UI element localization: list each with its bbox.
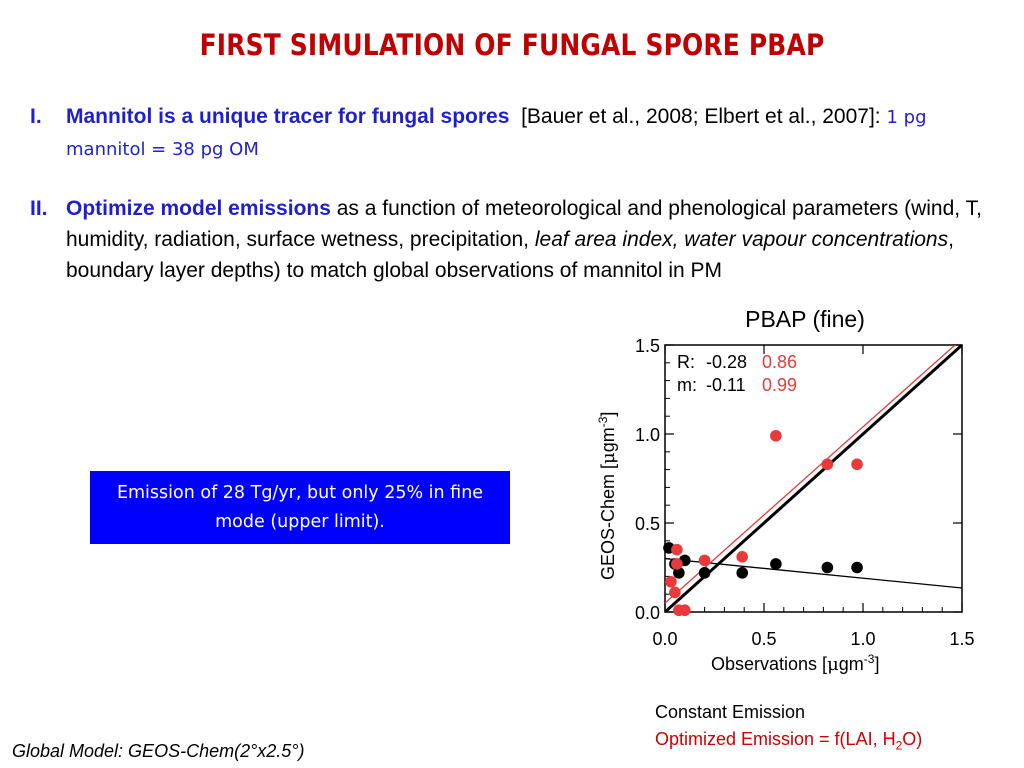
- optimized-point: [821, 458, 834, 471]
- optimized-point: [671, 558, 683, 570]
- page-title: FIRST SIMULATION OF FUNGAL SPORE PBAP: [199, 28, 825, 62]
- y-tick-label: 0.0: [635, 603, 660, 623]
- x-tick-label: 1.5: [949, 629, 974, 649]
- legend: Constant Emission Optimized Emission = f…: [655, 699, 922, 760]
- constant-point: [851, 561, 863, 574]
- bullet-2-text-1: as a function of meteorological and phen…: [66, 197, 982, 251]
- legend-optimized-sub: 2: [895, 738, 903, 753]
- constant-point: [698, 567, 711, 579]
- stat-r-label: R:: [677, 352, 695, 372]
- y-tick-label: 0.5: [635, 514, 660, 534]
- bullet-2-lead: Optimize model emissions: [66, 197, 331, 220]
- optimized-point: [669, 586, 681, 599]
- legend-optimized-suffix: O): [902, 729, 923, 749]
- bullet-2-text-2: , boundary layer depths) to match global…: [66, 228, 954, 282]
- constant-fit-line: [665, 557, 962, 589]
- y-axis-label: GEOS-Chem [μgm-3]: [596, 412, 619, 580]
- svg-text:Observations [μgm-3]: Observations [μgm-3]: [711, 652, 879, 675]
- constant-point: [673, 567, 685, 579]
- constant-point: [736, 567, 749, 579]
- bullet-2-body: Optimize model emissions as a function o…: [66, 193, 991, 286]
- x-tick-label: 1.0: [850, 629, 875, 649]
- optimized-point: [851, 458, 863, 471]
- y-tick-label: 1.5: [635, 336, 660, 356]
- bullet-2-number: II.: [30, 197, 48, 220]
- optimized-point: [736, 551, 749, 563]
- bullet-1-text: [Bauer et al., 2008; Elbert et al., 2007…: [521, 105, 881, 128]
- constant-point: [770, 558, 782, 570]
- x-axis-label: Observations [μgm-3]: [711, 652, 879, 675]
- stat-m-label: m:: [677, 375, 697, 395]
- emission-callout: Emission of 28 Tg/yr, but only 25% in fi…: [90, 471, 510, 544]
- y-tick-label: 1.0: [635, 425, 660, 445]
- legend-constant: Constant Emission: [655, 702, 806, 722]
- bullet-1-lead: Mannitol is a unique tracer for fungal s…: [66, 105, 510, 128]
- chart-title: PBAP (fine): [745, 306, 865, 332]
- bullet-2-italic: leaf area index, water vapour concentrat…: [534, 228, 949, 251]
- bullet-1-body: Mannitol is a unique tracer for fungal s…: [66, 101, 996, 165]
- optimized-fit-line: [665, 345, 956, 604]
- stat-m-constant: -0.11: [706, 375, 746, 395]
- stat-r-constant: -0.28: [706, 352, 747, 372]
- optimized-point: [770, 429, 782, 442]
- optimized-point: [665, 575, 677, 588]
- legend-optimized: Optimized Emission = f(LAI, H2O): [655, 726, 922, 760]
- optimized-point: [698, 554, 711, 567]
- optimized-point: [679, 604, 691, 617]
- constant-point: [821, 561, 834, 574]
- one-to-one-line: [665, 345, 962, 612]
- plot-frame: [664, 344, 963, 613]
- svg-text:GEOS-Chem [μgm-3]: GEOS-Chem [μgm-3]: [596, 412, 619, 580]
- optimized-point: [671, 543, 683, 556]
- legend-optimized-prefix: Optimized Emission = f(LAI, H: [655, 729, 896, 749]
- x-tick-label: 0.5: [751, 629, 776, 649]
- footer-model: Global Model: GEOS-Chem(2°x2.5°): [12, 741, 305, 761]
- bullet-1-note: 1 pg mannitol = 38 pg OM: [66, 107, 927, 160]
- stat-m-optimized: 0.99: [762, 375, 797, 395]
- x-tick-label: 0.0: [652, 629, 677, 649]
- stat-r-optimized: 0.86: [762, 352, 797, 372]
- bullet-1-number: I.: [30, 105, 42, 128]
